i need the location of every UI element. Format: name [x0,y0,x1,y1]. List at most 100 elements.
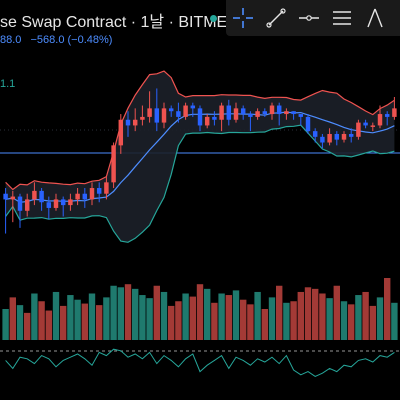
candle [233,102,239,123]
volume-bar [74,299,81,340]
candle-body [356,122,361,137]
volume-bar [268,297,276,340]
candle [269,102,275,120]
text-tool-button[interactable] [325,0,358,36]
oscillator-line [5,348,395,377]
candle [3,188,8,234]
more-tools-icon [366,8,383,28]
volume-bar [218,293,225,340]
volume-bar [2,309,9,340]
candle [248,111,253,132]
candle-body [348,133,354,137]
trend-line-icon [265,8,286,28]
candle [176,102,181,123]
upper-band-line [5,70,395,191]
candle [96,182,102,203]
candle [320,133,325,149]
candle-body [68,199,73,206]
band-fill [5,71,395,243]
candle-body [82,193,88,200]
candle [240,105,246,120]
candle [262,108,268,117]
volume-bar [384,278,391,340]
candle [68,193,73,211]
bollinger-bands [5,70,395,243]
volume-bar [391,302,398,340]
candle [140,105,145,126]
volume-bar [96,305,103,340]
volume-bar [189,296,196,340]
candle [197,105,203,132]
crosshair-tool-button[interactable] [226,0,259,36]
candle-body [204,116,210,126]
candle-body [147,108,152,117]
candle-body [168,108,174,112]
horizontal-line-tool-button[interactable] [292,0,325,36]
last-value: 88.0 [0,34,22,46]
volume-bar [290,301,297,340]
candle-body [60,199,66,206]
candle [291,111,296,120]
candle [305,114,311,134]
volume-bar [153,285,160,340]
volume-bar [261,309,268,340]
volume-bar [9,297,16,340]
price-change-readout: 88.0 −568.0 (−0.48%) [0,34,118,46]
candle-body [176,111,181,117]
volume-bar [340,301,348,340]
volume-histogram [2,278,398,340]
candle-body [291,111,296,115]
candle-body [269,105,275,115]
candle [370,122,376,132]
candle-body [377,114,383,126]
volume-bar [333,285,340,340]
candle [363,119,368,129]
candle-body [262,111,268,115]
candle-body [17,196,23,211]
volume-bar [88,293,96,340]
candle [17,193,23,228]
candlestick-series [3,88,397,234]
candle-body [327,133,332,143]
candle [32,182,37,206]
more-tools-button[interactable] [358,0,391,36]
candle [125,111,131,137]
candle-body [392,108,397,117]
candle-body [190,105,196,109]
candle [341,131,347,143]
volume-bar [247,304,254,340]
candle [377,105,383,129]
candle-body [140,116,145,120]
volume-bar [160,291,168,340]
candle-body [197,108,203,126]
candle-body [305,116,311,132]
horizontal-line-icon [298,15,319,21]
volume-bar [81,303,88,340]
trend-line-tool-button[interactable] [259,0,292,36]
candle-body [53,199,59,208]
candle [312,128,318,143]
volume-bar [117,287,124,340]
volume-bar [319,293,326,340]
volume-bar [326,298,333,340]
candle-body [248,114,253,117]
volume-bar [362,291,369,340]
candle [161,102,167,129]
candle-body [233,108,239,120]
volume-bar [225,295,232,340]
candle-body [334,133,340,140]
candle [46,196,52,220]
candle-body [284,111,289,115]
candle-body [298,114,304,117]
candle [384,111,390,126]
candle [212,111,217,126]
volume-bar [182,293,189,340]
market-status-dot [210,15,217,22]
candle [154,88,160,132]
candle-body [370,125,376,127]
drawing-toolbar [226,0,400,36]
candle-body [3,193,8,200]
volume-bar [204,288,211,340]
volume-bar [196,284,204,340]
